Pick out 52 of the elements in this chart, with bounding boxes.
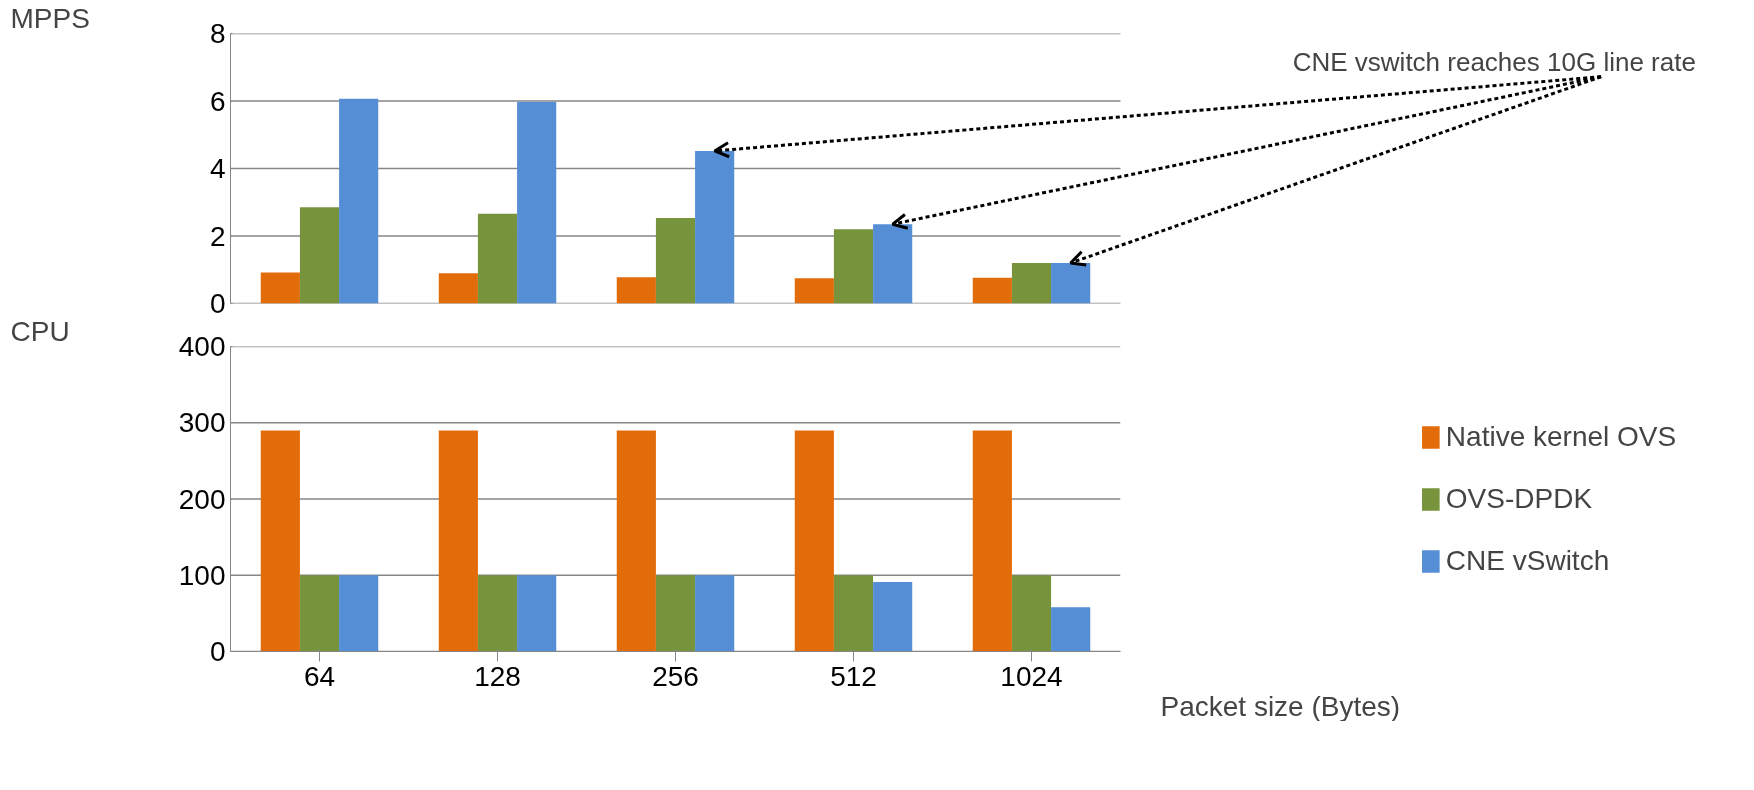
bar	[339, 575, 379, 652]
bar	[972, 430, 1012, 652]
bar	[260, 272, 300, 304]
bar	[833, 575, 874, 652]
bar	[438, 273, 478, 304]
legend-label: CNE vSwitch	[1445, 544, 1610, 577]
y-tick-label: 300	[178, 407, 226, 439]
legend-label: OVS-DPDK	[1445, 482, 1593, 515]
bar	[616, 430, 656, 652]
bar	[873, 582, 913, 652]
bar	[299, 207, 340, 304]
y-tick-label: 2	[209, 220, 226, 252]
bar	[695, 575, 735, 652]
x-tick-label: 64	[303, 660, 336, 692]
bar	[873, 224, 913, 304]
bar	[794, 430, 834, 652]
bar	[1011, 575, 1052, 652]
bar	[695, 150, 735, 304]
bar	[655, 218, 696, 304]
y-tick-label: 4	[209, 153, 226, 184]
bar	[1011, 263, 1052, 304]
bar	[833, 229, 874, 304]
y-tick-label: 100	[178, 559, 226, 591]
y-tick-label: 8	[209, 18, 226, 49]
text: CNE vswitch reaches 10G line rate	[1292, 46, 1696, 77]
y-tick-label: 0	[209, 636, 226, 667]
x-tick-label: 256	[652, 660, 699, 692]
y-tick-label: 0	[209, 288, 226, 319]
bar	[1051, 263, 1091, 304]
bar	[477, 575, 518, 652]
bar	[299, 575, 340, 652]
x-tick-label: 1024	[1000, 660, 1063, 692]
y-axis-title: CPU	[10, 315, 70, 347]
bar	[438, 430, 478, 652]
bar	[655, 575, 696, 652]
bar	[794, 278, 834, 304]
bar	[517, 102, 557, 304]
y-tick-label: 6	[209, 85, 226, 117]
y-tick-label: 400	[178, 331, 226, 362]
y-axis-title: MPPS	[10, 2, 90, 34]
bar	[1051, 607, 1091, 652]
bar	[477, 213, 518, 304]
legend-label: Native kernel OVS	[1445, 420, 1677, 453]
bar	[517, 575, 557, 652]
x-axis-title: Packet size (Bytes)	[1160, 690, 1401, 722]
bar	[972, 277, 1012, 304]
x-tick-label: 512	[830, 660, 877, 692]
x-tick-label: 128	[474, 660, 521, 692]
y-tick-label: 200	[178, 483, 226, 515]
bar	[339, 98, 379, 304]
bar	[260, 430, 300, 652]
bar	[616, 277, 656, 304]
